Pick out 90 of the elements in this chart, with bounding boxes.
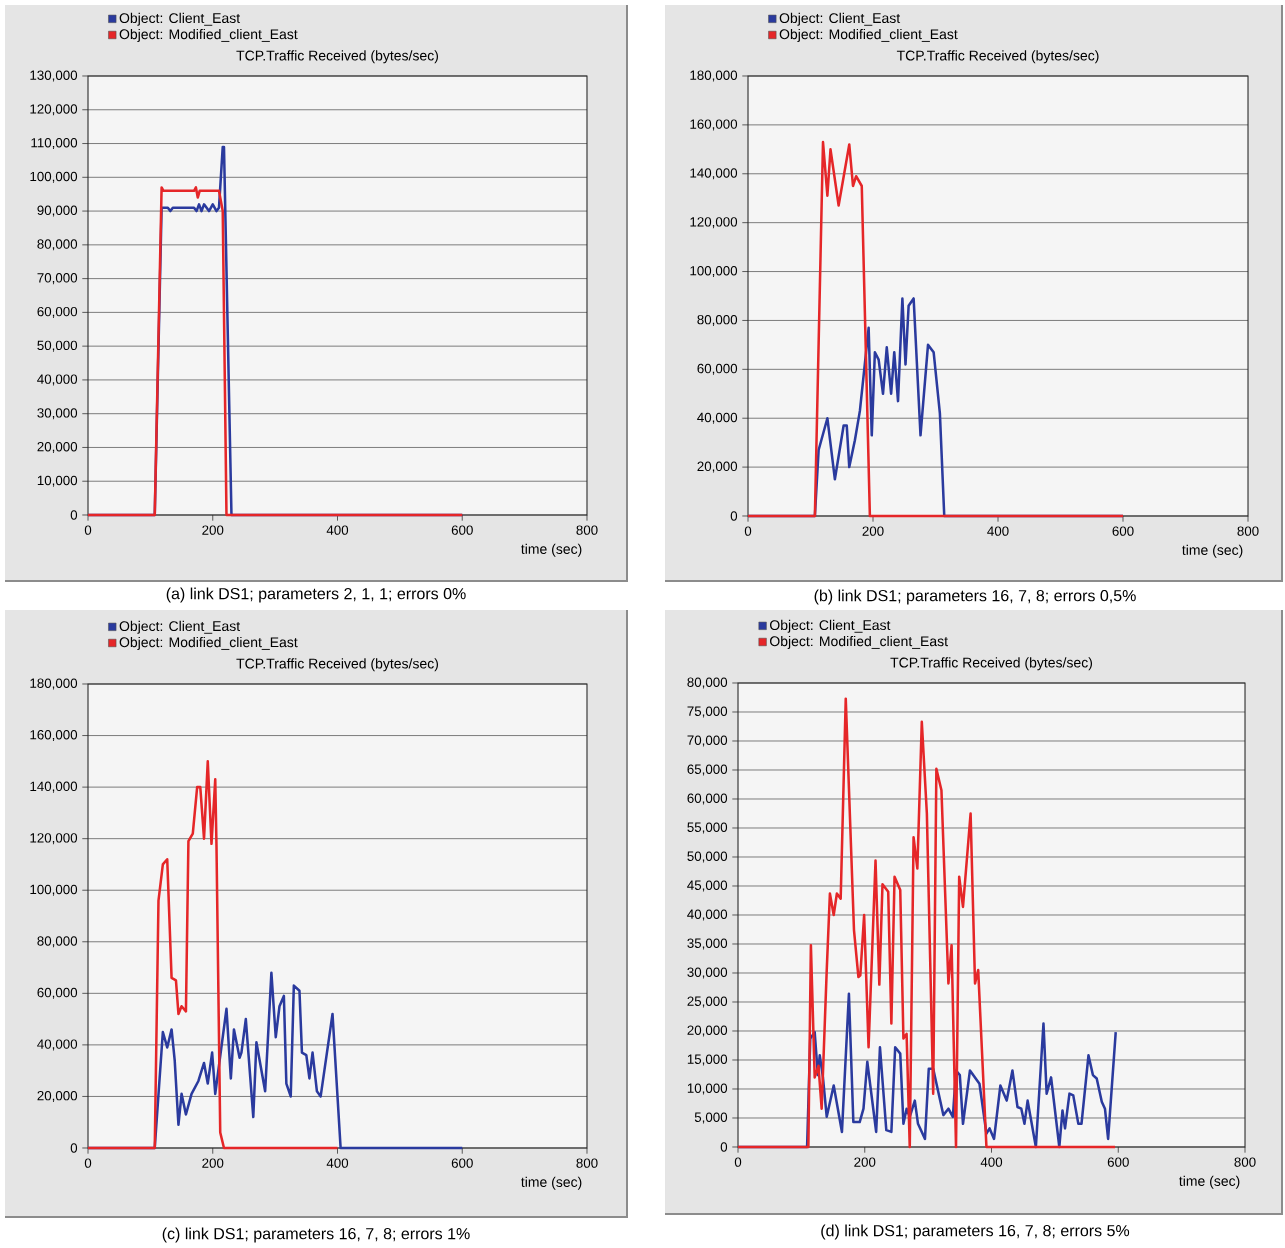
y-tick-label: 20,000	[37, 441, 78, 453]
x-axis-title: time (sec)	[521, 543, 582, 557]
y-tick-label: 40,000	[697, 412, 738, 424]
y-tick-label: 40,000	[687, 909, 728, 921]
legend-label: Object: Modified_client_East	[770, 635, 948, 649]
x-tick-label: 400	[326, 1158, 349, 1168]
y-tick-label: 80,000	[37, 239, 78, 251]
y-tick-label: 50,000	[37, 340, 78, 352]
y-tick-label: 55,000	[687, 822, 728, 834]
x-tick-label: 800	[1237, 526, 1259, 536]
y-tick-label: 15,000	[687, 1054, 728, 1066]
y-tick-label: 0	[730, 511, 738, 521]
legend-label: Object: Modified_client_East	[779, 28, 958, 42]
x-tick-label: 400	[980, 1157, 1003, 1167]
y-tick-label: 5,000	[694, 1112, 728, 1124]
chart-title: TCP.Traffic Received (bytes/sec)	[890, 657, 1093, 671]
y-tick-label: 110,000	[31, 138, 78, 150]
x-tick-label: 400	[987, 526, 1009, 536]
y-tick-label: 60,000	[697, 363, 738, 375]
x-axis-title: time (sec)	[1182, 544, 1243, 558]
x-tick-label: 800	[1234, 1157, 1256, 1167]
text: (b) link DS1; parameters 16, 7, 8; errors 0,5%	[814, 589, 1136, 605]
x-tick-label: 200	[202, 525, 224, 535]
y-tick-label: 140,000	[690, 168, 738, 180]
x-tick-label: 200	[854, 1157, 876, 1167]
x-tick-label: 600	[451, 1158, 473, 1168]
y-tick-label: 100,000	[30, 884, 78, 896]
x-axis-title: time (sec)	[521, 1176, 582, 1190]
y-tick-label: 100,000	[690, 266, 738, 278]
y-tick-label: 140,000	[30, 781, 78, 793]
y-tick-label: 0	[70, 510, 78, 520]
y-tick-label: 160,000	[30, 730, 78, 742]
y-tick-label: 20,000	[687, 1025, 728, 1037]
y-tick-label: 60,000	[687, 793, 728, 805]
x-tick-label: 600	[1112, 526, 1134, 536]
x-tick-label: 600	[451, 525, 473, 535]
y-tick-label: 75,000	[687, 706, 728, 718]
x-tick-label: 200	[862, 526, 884, 536]
y-tick-label: 100,000	[30, 171, 78, 183]
legend-label: Object: Client_East	[119, 620, 241, 634]
y-tick-label: 120,000	[30, 833, 78, 845]
y-tick-label: 180,000	[30, 678, 78, 690]
x-tick-label: 800	[576, 525, 598, 535]
text: (a) link DS1; parameters 2, 1, 1; errors 0%	[166, 587, 466, 603]
y-tick-label: 80,000	[697, 314, 738, 326]
y-tick-label: 70,000	[37, 273, 78, 285]
y-tick-label: 70,000	[687, 735, 728, 747]
chart-title: TCP.Traffic Received (bytes/sec)	[236, 658, 439, 672]
x-tick-label: 0	[84, 525, 92, 535]
y-tick-label: 80,000	[687, 677, 728, 689]
legend-label: Object: Client_East	[119, 12, 241, 26]
y-tick-label: 20,000	[37, 1090, 78, 1102]
y-tick-label: 45,000	[687, 880, 728, 892]
x-tick-label: 0	[744, 526, 752, 536]
chart-title: TCP.Traffic Received (bytes/sec)	[236, 50, 439, 64]
y-tick-label: 25,000	[687, 996, 728, 1008]
y-tick-label: 160,000	[690, 119, 738, 131]
y-tick-label: 40,000	[37, 374, 78, 386]
y-tick-label: 10,000	[37, 475, 78, 487]
y-tick-label: 180,000	[690, 70, 738, 82]
y-tick-label: 0	[70, 1143, 78, 1153]
y-tick-label: 30,000	[37, 408, 78, 420]
chart-title: TCP.Traffic Received (bytes/sec)	[896, 50, 1099, 64]
y-tick-label: 80,000	[37, 936, 78, 948]
y-tick-label: 35,000	[687, 938, 728, 950]
x-tick-label: 200	[202, 1158, 224, 1168]
y-tick-label: 120,000	[30, 104, 78, 116]
legend-label: Object: Modified_client_East	[119, 28, 298, 42]
legend-label: Object: Client_East	[779, 12, 901, 26]
x-tick-label: 400	[326, 525, 349, 535]
y-tick-label: 30,000	[687, 967, 728, 979]
y-tick-label: 10,000	[687, 1083, 728, 1095]
text: (c) link DS1; parameters 16, 7, 8; errors 1%	[162, 1227, 470, 1243]
legend-label: Object: Modified_client_East	[119, 636, 298, 650]
y-tick-label: 60,000	[37, 987, 78, 999]
y-tick-label: 20,000	[697, 461, 738, 473]
y-tick-label: 40,000	[37, 1039, 78, 1051]
x-tick-label: 800	[576, 1158, 598, 1168]
x-tick-label: 600	[1107, 1157, 1129, 1167]
y-tick-label: 120,000	[690, 217, 738, 229]
legend-label: Object: Client_East	[770, 619, 891, 633]
y-tick-label: 0	[720, 1142, 728, 1152]
y-tick-label: 130,000	[30, 70, 78, 82]
text: (d) link DS1; parameters 16, 7, 8; errors 5%	[821, 1224, 1130, 1240]
x-tick-label: 0	[84, 1158, 92, 1168]
y-tick-label: 90,000	[37, 205, 78, 217]
y-tick-label: 65,000	[687, 764, 728, 776]
y-tick-label: 50,000	[687, 851, 728, 863]
y-tick-label: 60,000	[37, 306, 78, 318]
x-axis-title: time (sec)	[1179, 1175, 1240, 1189]
